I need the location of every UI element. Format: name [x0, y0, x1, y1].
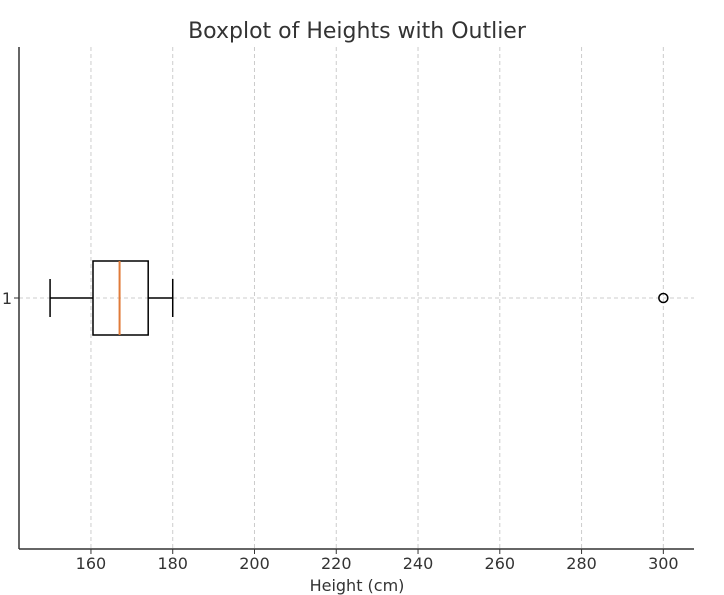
x-tick-label: 240: [403, 554, 434, 573]
x-tick-label: 220: [321, 554, 352, 573]
iqr-box: [92, 260, 149, 336]
x-axis-ticks: 160 180 200 220 240 260 280 300: [76, 549, 679, 573]
outlier-point: [658, 292, 669, 304]
grid-lines: [19, 47, 694, 549]
x-tick-label: 280: [566, 554, 597, 573]
x-tick-label: 300: [648, 554, 679, 573]
x-axis-label: Height (cm): [310, 576, 405, 595]
y-axis-ticks: 1: [2, 289, 19, 308]
x-tick-label: 260: [485, 554, 516, 573]
x-tick-label: 200: [239, 554, 270, 573]
y-tick-label: 1: [2, 289, 12, 308]
x-tick-label: 160: [76, 554, 107, 573]
plot-area: [49, 260, 669, 336]
x-tick-label: 180: [157, 554, 188, 573]
chart-title: Boxplot of Heights with Outlier: [188, 19, 527, 44]
